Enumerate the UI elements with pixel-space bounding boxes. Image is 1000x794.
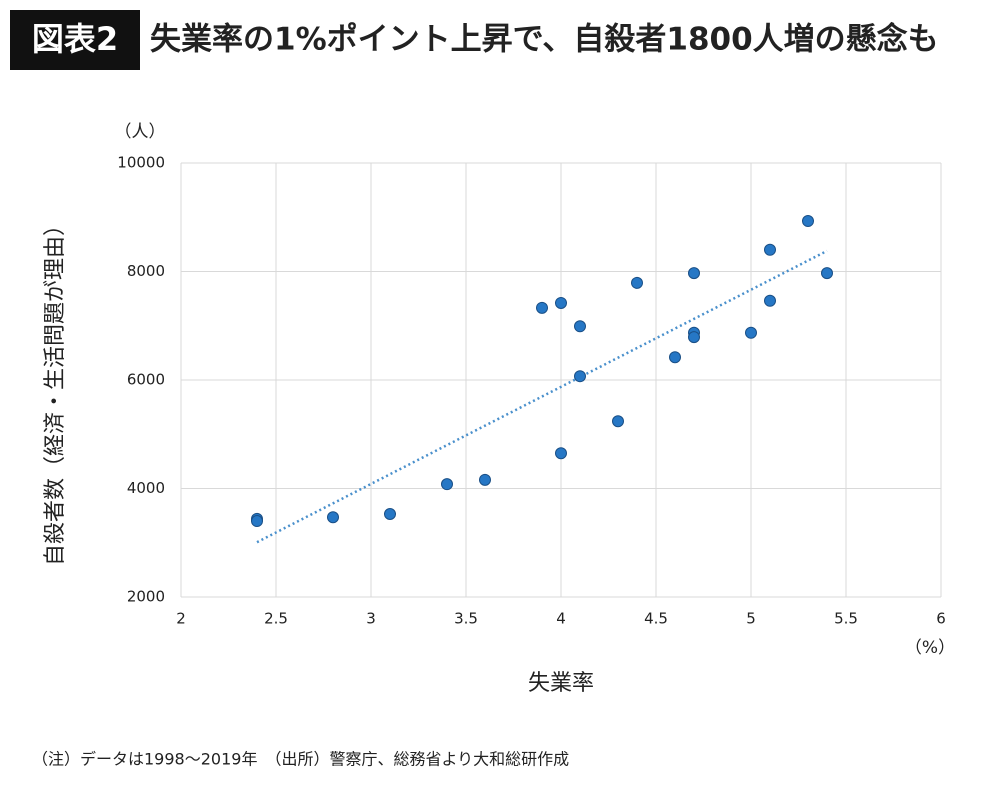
- point: [327, 511, 339, 524]
- y-tick-label: 8000: [127, 262, 165, 280]
- x-tick-label: 4: [556, 610, 566, 628]
- trendline: [256, 249, 828, 544]
- x-tick-label: 3.5: [454, 610, 478, 628]
- y-tick-label: 10000: [117, 154, 165, 172]
- point: [384, 507, 396, 520]
- point: [688, 267, 700, 280]
- point: [251, 515, 263, 528]
- chart-title: 失業率の1%ポイント上昇で、自殺者1800人増の懸念も: [150, 22, 939, 58]
- badge-bg: [10, 10, 140, 70]
- point: [441, 478, 453, 491]
- x-tick-label: 3: [366, 610, 376, 628]
- note: （注）データは1998～2019年 （出所）警察庁、総務省より大和総研作成: [32, 750, 569, 769]
- point: [536, 301, 548, 314]
- point: [574, 370, 586, 383]
- y-tick-label: 4000: [127, 479, 165, 497]
- point: [821, 267, 833, 280]
- point: [745, 326, 757, 339]
- point: [631, 276, 643, 289]
- x-tick-label: 2: [176, 610, 186, 628]
- point: [555, 296, 567, 309]
- point: [574, 320, 586, 333]
- x-unit: （%）: [905, 638, 955, 658]
- point: [688, 331, 700, 344]
- point: [612, 415, 624, 428]
- x-label: 失業率: [528, 671, 594, 696]
- x-tick-label: 2.5: [264, 610, 288, 628]
- y-unit: （人）: [115, 122, 166, 142]
- point: [764, 294, 776, 307]
- y-tick-label: 2000: [127, 588, 165, 606]
- y-tick-label: 6000: [127, 371, 165, 389]
- x-tick-label: 6: [936, 610, 946, 628]
- point: [764, 243, 776, 256]
- point: [479, 473, 491, 486]
- point: [669, 351, 681, 364]
- y-label: 自殺者数（経済・生活問題が理由）: [43, 214, 68, 566]
- point: [555, 447, 567, 460]
- point: [802, 215, 814, 228]
- x-tick-label: 5.5: [834, 610, 858, 628]
- badge: 図表2: [32, 20, 118, 58]
- x-tick-label: 4.5: [644, 610, 668, 628]
- x-tick-label: 5: [746, 610, 756, 628]
